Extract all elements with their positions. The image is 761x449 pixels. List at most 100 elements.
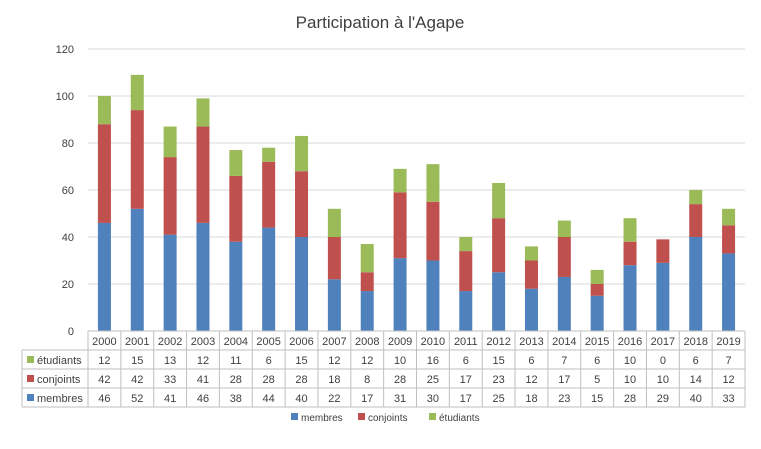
table-cell-étudiants-2009: 10 xyxy=(394,355,406,367)
bar-étudiants-2005 xyxy=(262,147,276,162)
x-tick-label: 2009 xyxy=(388,336,412,348)
bar-étudiants-2012 xyxy=(492,182,506,219)
table-cell-membres-2018: 40 xyxy=(690,393,702,405)
bars xyxy=(97,74,736,331)
y-axis-ticks: 0 20 40 60 80 100 120 xyxy=(56,44,74,338)
bar-étudiants-2008 xyxy=(360,244,374,273)
x-tick-label: 2018 xyxy=(683,336,707,348)
table-cell-conjoints-2005: 28 xyxy=(263,374,275,386)
bar-conjoints-2019 xyxy=(722,225,736,254)
bar-membres-2001 xyxy=(130,208,144,331)
table-cell-étudiants-2013: 6 xyxy=(528,355,534,367)
legend: membres conjoints étudiants xyxy=(291,413,480,424)
y-tick-label: 60 xyxy=(62,185,74,197)
bar-membres-2010 xyxy=(426,260,440,331)
x-tick-label: 2017 xyxy=(651,336,675,348)
bar-conjoints-2003 xyxy=(196,126,210,223)
x-tick-label: 2008 xyxy=(355,336,379,348)
table-cell-membres-2014: 23 xyxy=(558,393,570,405)
bar-étudiants-2011 xyxy=(459,237,473,252)
x-tick-label: 2004 xyxy=(224,336,248,348)
table-cell-étudiants-2008: 12 xyxy=(361,355,373,367)
table-cell-membres-2004: 38 xyxy=(230,393,242,405)
table-cell-étudiants-2010: 16 xyxy=(427,355,439,367)
bar-membres-2009 xyxy=(393,258,407,331)
table-cell-membres-2000: 46 xyxy=(98,393,110,405)
table-cell-membres-2010: 30 xyxy=(427,393,439,405)
bar-membres-2002 xyxy=(163,234,177,331)
x-tick-label: 2011 xyxy=(454,336,478,348)
table-cell-conjoints-2010: 25 xyxy=(427,374,439,386)
bar-étudiants-2018 xyxy=(689,190,703,205)
table-series-label: membres xyxy=(37,393,83,405)
table-cell-conjoints-2012: 23 xyxy=(493,374,505,386)
table-cell-étudiants-2002: 13 xyxy=(164,355,176,367)
bar-étudiants-2006 xyxy=(295,135,309,172)
table-cell-conjoints-2015: 5 xyxy=(594,374,600,386)
y-tick-label: 20 xyxy=(62,279,74,291)
x-tick-label: 2001 xyxy=(125,336,149,348)
x-tick-label: 2019 xyxy=(716,336,740,348)
legend-label-étudiants: étudiants xyxy=(439,413,480,424)
x-tick-label: 2005 xyxy=(256,336,280,348)
y-tick-label: 100 xyxy=(56,91,74,103)
gridlines xyxy=(88,48,745,285)
table-series-label: étudiants xyxy=(37,355,82,367)
x-tick-label: 2014 xyxy=(552,336,576,348)
table-cell-membres-2012: 25 xyxy=(493,393,505,405)
y-tick-label: 120 xyxy=(56,44,74,56)
table-cell-membres-2009: 31 xyxy=(394,393,406,405)
table-cell-membres-2005: 44 xyxy=(263,393,275,405)
bar-membres-2014 xyxy=(557,276,571,331)
bar-conjoints-2017 xyxy=(656,239,670,263)
table-cell-conjoints-2004: 28 xyxy=(230,374,242,386)
table-cell-conjoints-2014: 17 xyxy=(558,374,570,386)
x-tick-label: 2007 xyxy=(322,336,346,348)
bar-conjoints-2000 xyxy=(97,124,111,223)
bar-membres-2012 xyxy=(492,272,506,331)
table-cell-conjoints-2018: 14 xyxy=(690,374,702,386)
table-cell-membres-2013: 18 xyxy=(525,393,537,405)
bar-membres-2003 xyxy=(196,222,210,331)
bar-étudiants-2009 xyxy=(393,168,407,193)
table-cell-conjoints-2016: 10 xyxy=(624,374,636,386)
table-cell-étudiants-2015: 6 xyxy=(594,355,600,367)
table-cell-étudiants-2014: 7 xyxy=(561,355,567,367)
legend-key-membres xyxy=(291,413,298,420)
bar-conjoints-2009 xyxy=(393,192,407,259)
bar-conjoints-2006 xyxy=(295,171,309,237)
bar-étudiants-2013 xyxy=(524,246,538,261)
bar-conjoints-2004 xyxy=(229,175,243,242)
bar-étudiants-2010 xyxy=(426,164,440,202)
bar-membres-2018 xyxy=(689,237,703,331)
bar-conjoints-2013 xyxy=(524,260,538,289)
table-cell-étudiants-2019: 7 xyxy=(726,355,732,367)
bar-membres-2019 xyxy=(722,253,736,331)
table-cell-membres-2015: 15 xyxy=(591,393,603,405)
y-tick-label: 40 xyxy=(62,232,74,244)
x-tick-label: 2016 xyxy=(618,336,642,348)
bar-membres-2007 xyxy=(327,279,341,331)
bar-conjoints-2002 xyxy=(163,157,177,235)
table-cell-membres-2007: 22 xyxy=(328,393,340,405)
table-cell-étudiants-2006: 15 xyxy=(295,355,307,367)
x-tick-label: 2015 xyxy=(585,336,609,348)
bar-étudiants-2002 xyxy=(163,126,177,158)
table-cell-membres-2003: 46 xyxy=(197,393,209,405)
table-cell-étudiants-2011: 6 xyxy=(463,355,469,367)
table-cell-étudiants-2001: 15 xyxy=(131,355,143,367)
bar-conjoints-2012 xyxy=(492,218,506,273)
table-cell-membres-2002: 41 xyxy=(164,393,176,405)
bar-conjoints-2005 xyxy=(262,161,276,228)
bar-étudiants-2000 xyxy=(97,96,111,125)
chart-title: Participation à l'Agape xyxy=(296,13,465,32)
bar-membres-2006 xyxy=(295,237,309,331)
bar-conjoints-2010 xyxy=(426,201,440,261)
table-cell-étudiants-2018: 6 xyxy=(693,355,699,367)
legend-label-membres: membres xyxy=(301,413,343,424)
bar-conjoints-2011 xyxy=(459,251,473,292)
table-cell-conjoints-2002: 33 xyxy=(164,374,176,386)
legend-label-conjoints: conjoints xyxy=(368,413,407,424)
table-cell-conjoints-2007: 18 xyxy=(328,374,340,386)
